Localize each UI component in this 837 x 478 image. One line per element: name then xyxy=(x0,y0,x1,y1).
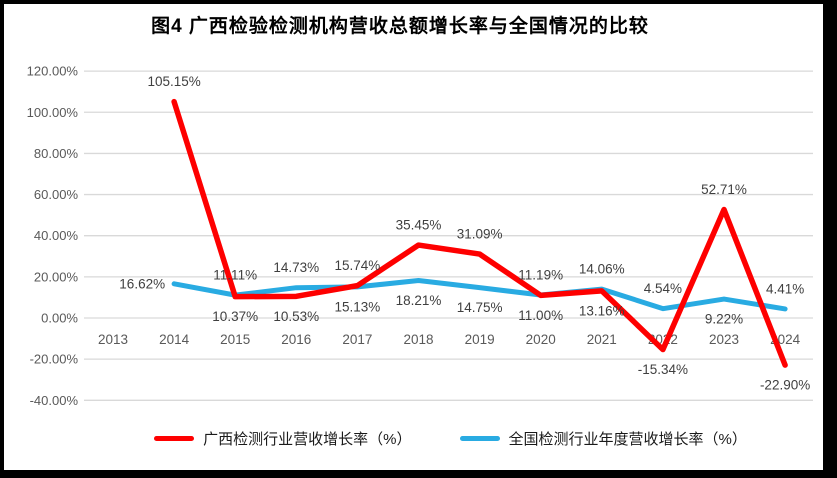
series-line-guangxi xyxy=(171,98,788,368)
svg-text:4.54%: 4.54% xyxy=(644,281,682,296)
svg-text:120.00%: 120.00% xyxy=(27,64,79,79)
legend-item-guangxi: 广西检测行业营收增长率（%） xyxy=(154,428,412,449)
svg-text:80.00%: 80.00% xyxy=(34,146,79,161)
legend-label-guangxi: 广西检测行业营收增长率（%） xyxy=(203,431,412,448)
svg-text:11.11%: 11.11% xyxy=(213,268,257,283)
svg-text:2015: 2015 xyxy=(220,332,250,347)
svg-text:2021: 2021 xyxy=(587,332,617,347)
svg-text:-22.90%: -22.90% xyxy=(760,378,810,393)
svg-text:18.21%: 18.21% xyxy=(396,293,442,308)
svg-text:11.19%: 11.19% xyxy=(518,267,563,282)
data-labels: 16.62% 11.11% 14.73% 15.13% 18.21% 14.75% 11.1… xyxy=(119,74,810,392)
legend-item-national: 全国检测行业年度营收增长率（%） xyxy=(459,428,747,449)
svg-text:14.75%: 14.75% xyxy=(457,300,503,315)
svg-text:14.06%: 14.06% xyxy=(579,262,625,277)
svg-text:20.00%: 20.00% xyxy=(34,269,79,284)
svg-text:4.41%: 4.41% xyxy=(766,281,804,296)
chart-background xyxy=(4,4,823,470)
svg-text:40.00%: 40.00% xyxy=(34,228,79,243)
svg-text:2019: 2019 xyxy=(465,332,495,347)
svg-text:2014: 2014 xyxy=(159,332,190,347)
svg-text:2018: 2018 xyxy=(403,332,433,347)
svg-text:2020: 2020 xyxy=(526,332,556,347)
svg-text:15.13%: 15.13% xyxy=(335,299,381,314)
chart-legend: 广西检测行业营收增长率（%） 全国检测行业年度营收增长率（%） xyxy=(88,428,813,449)
svg-text:9.22%: 9.22% xyxy=(705,312,743,327)
svg-text:-20.00%: -20.00% xyxy=(30,352,79,367)
svg-text:2023: 2023 xyxy=(709,332,739,347)
x-axis-labels: 2013 2014 2015 2016 2017 2018 2019 2020 2021 2022… xyxy=(98,332,801,347)
legend-label-national: 全国检测行业年度营收增长率（%） xyxy=(508,431,747,448)
guangxi-line-swatch-icon xyxy=(154,436,195,441)
svg-text:15.74%: 15.74% xyxy=(335,258,381,273)
svg-text:100.00%: 100.00% xyxy=(27,105,79,120)
chart-title: 图4 广西检验检测机构营收总额增长率与全国情况的比较 xyxy=(151,16,649,37)
svg-text:13.16%: 13.16% xyxy=(579,303,625,318)
svg-text:14.73%: 14.73% xyxy=(273,260,319,275)
svg-text:-15.34%: -15.34% xyxy=(638,362,688,377)
svg-text:2013: 2013 xyxy=(98,332,128,347)
svg-text:10.37%: 10.37% xyxy=(212,309,258,324)
svg-text:10.53%: 10.53% xyxy=(273,309,319,324)
y-axis-labels: -40.00% -20.00% 0.00% 20.00% 40.00% 60.00% 80.… xyxy=(27,64,79,408)
national-line-swatch-icon xyxy=(459,436,500,441)
svg-text:-40.00%: -40.00% xyxy=(30,393,79,408)
svg-text:2016: 2016 xyxy=(281,332,311,347)
svg-text:31.09%: 31.09% xyxy=(457,227,503,242)
gridlines xyxy=(84,70,813,401)
svg-text:0.00%: 0.00% xyxy=(41,311,78,326)
svg-text:52.71%: 52.71% xyxy=(701,182,747,197)
svg-text:35.45%: 35.45% xyxy=(396,218,442,233)
svg-text:2017: 2017 xyxy=(342,332,372,347)
svg-text:16.62%: 16.62% xyxy=(119,276,165,291)
svg-text:11.00%: 11.00% xyxy=(518,308,563,323)
svg-text:60.00%: 60.00% xyxy=(34,187,79,202)
svg-text:105.15%: 105.15% xyxy=(147,74,200,89)
